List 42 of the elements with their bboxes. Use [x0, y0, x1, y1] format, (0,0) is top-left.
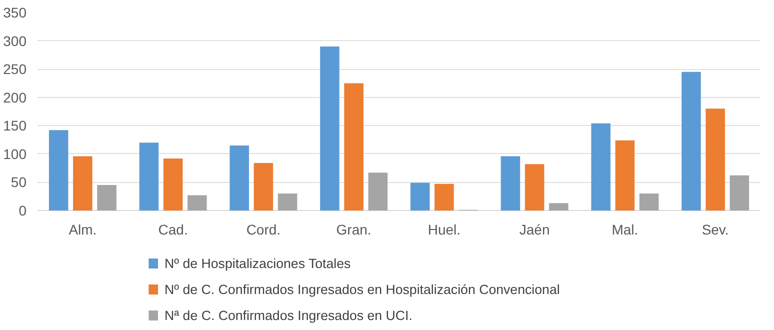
bar — [320, 46, 340, 210]
bar — [730, 175, 750, 210]
bar — [500, 156, 520, 210]
bar — [434, 184, 454, 210]
bar — [188, 195, 207, 210]
bar — [639, 194, 659, 210]
y-tick-label: 200 — [3, 89, 27, 106]
bar — [73, 156, 92, 210]
bar — [344, 83, 364, 210]
bar — [230, 145, 249, 210]
x-tick-label: Sev. — [702, 222, 729, 238]
bar — [615, 140, 635, 210]
legend-label: Nº de Hospitalizaciones Totales — [164, 256, 352, 271]
bar — [163, 158, 183, 210]
y-tick-label: 300 — [3, 32, 27, 49]
x-tick-label: Jaén — [519, 222, 550, 238]
y-tick-label: 100 — [3, 146, 27, 162]
bar — [254, 162, 274, 210]
bar — [48, 130, 68, 210]
x-tick-label: Cord. — [246, 222, 281, 238]
y-tick-label: 350 — [3, 4, 27, 20]
x-tick-label: Gran. — [336, 222, 372, 238]
bar — [682, 72, 701, 210]
legend-label: Nª de C. Confirmados Ingresados en UCI. — [164, 308, 412, 323]
x-tick-label: Mal. — [612, 222, 638, 238]
y-tick-label: 150 — [3, 118, 27, 134]
y-tick-label: 0 — [18, 202, 27, 218]
y-tick-label: 50 — [10, 174, 27, 190]
y-tick-label: 250 — [3, 61, 27, 78]
bar — [97, 185, 116, 210]
bar — [410, 182, 430, 210]
legend-label: Nº de C. Confirmados Ingresados en Hospitalización Convencional — [164, 282, 560, 297]
x-tick-label: Huel. — [428, 222, 461, 238]
bar — [278, 194, 298, 210]
x-tick-label: Cad. — [158, 222, 188, 238]
x-tick-label: Alm. — [68, 222, 97, 238]
bar — [591, 123, 610, 210]
bar — [706, 108, 725, 210]
bar — [524, 164, 544, 210]
bar — [368, 172, 388, 210]
bar — [139, 142, 159, 210]
bar — [549, 203, 568, 210]
